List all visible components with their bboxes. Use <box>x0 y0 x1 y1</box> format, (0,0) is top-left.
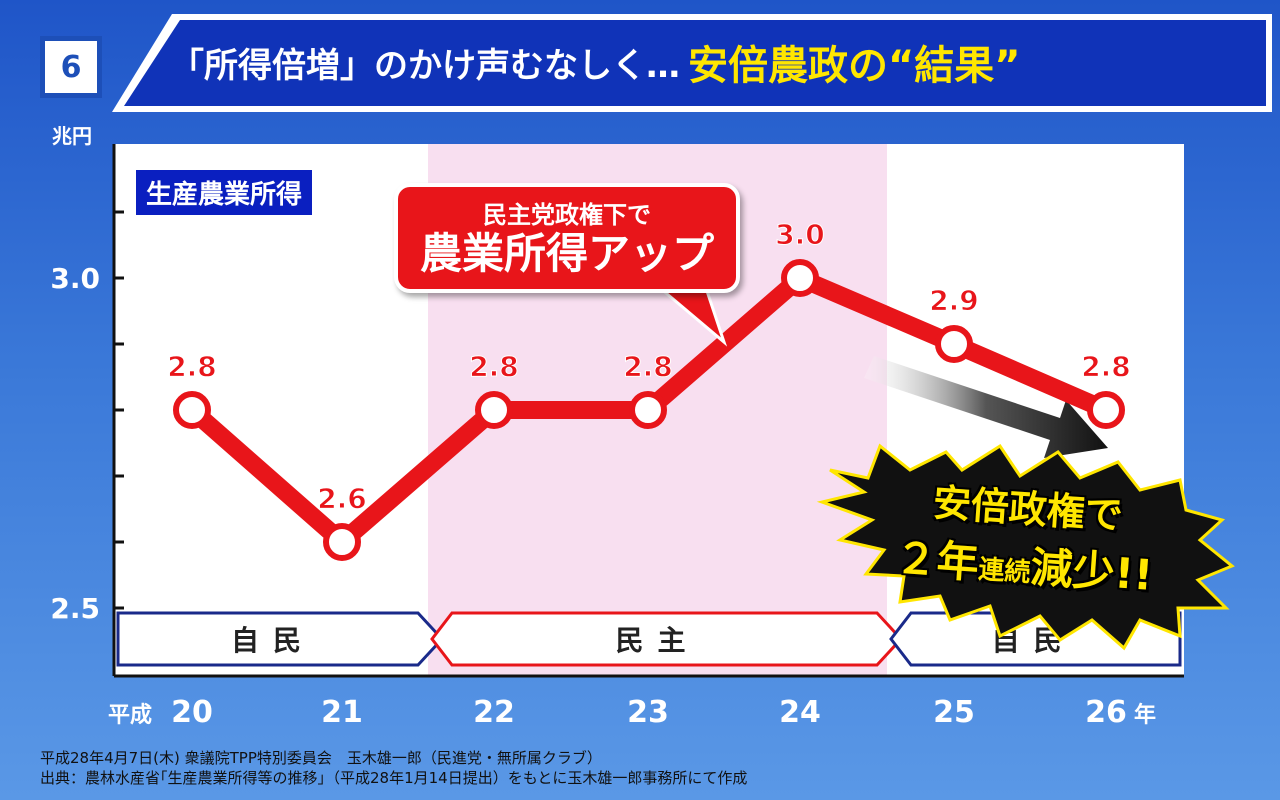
source-note: 平成28年4月7日(木) 衆議院TPP特別委員会 玉木雄一郎（民進党・無所属クラ… <box>40 748 747 788</box>
data-point <box>323 523 361 561</box>
y-tick-label: 2.5 <box>50 592 100 625</box>
data-point <box>629 391 667 429</box>
slide-number: 6 <box>40 36 102 98</box>
data-point <box>781 259 819 297</box>
data-point <box>173 391 211 429</box>
x-tick-label: 26 <box>1085 695 1127 730</box>
burst-line2a: ２年 <box>893 532 981 588</box>
callout-dpj-increase: 民主党政権下で 農業所得アップ <box>394 183 740 293</box>
title-main: 安倍農政の“結果” <box>688 43 1021 89</box>
data-label: 2.6 <box>317 482 367 515</box>
data-label: 2.8 <box>167 350 217 383</box>
data-point <box>935 325 973 363</box>
burst-line2c: 減少!! <box>1029 542 1155 600</box>
x-tick-label: 25 <box>933 695 975 730</box>
x-tick-label: 24 <box>779 695 821 730</box>
burst-shape <box>816 443 1235 651</box>
title-prefix: 「所得倍増」のかけ声むなしく… <box>170 45 680 86</box>
era-band <box>116 611 445 667</box>
y-tick-label: 3.0 <box>50 262 100 295</box>
data-label: 2.8 <box>623 350 673 383</box>
x-tick-label: 21 <box>321 695 363 730</box>
data-label: 3.0 <box>775 218 825 251</box>
callout-line2: 農業所得アップ <box>419 229 714 278</box>
callout-line1: 民主党政権下で <box>483 201 651 229</box>
burst-line2b: 連続 <box>977 554 1032 589</box>
source-line2: 出典：農林水産省｢生産農業所得等の推移｣（平成28年1月14日提出）をもとに玉木… <box>40 769 748 787</box>
x-tick-label: 22 <box>473 695 515 730</box>
downward-arrow <box>864 356 1108 458</box>
page-title: 「所得倍増」のかけ声むなしく… 安倍農政の“結果” <box>170 22 1021 102</box>
title-banner <box>112 14 1272 112</box>
x-axis-prefix: 平成 <box>108 703 152 728</box>
y-axis-unit: 兆円 <box>52 124 92 148</box>
data-label: 2.8 <box>469 350 519 383</box>
data-label: 2.8 <box>1081 350 1131 383</box>
burst-text: 安倍政権で ２年連続減少!! <box>872 468 1179 605</box>
data-label: 2.9 <box>929 284 979 317</box>
x-axis-suffix: 年 <box>1134 702 1156 728</box>
x-tick-label: 23 <box>627 695 669 730</box>
data-point <box>1087 391 1125 429</box>
x-tick-label: 20 <box>171 695 213 730</box>
series-label: 生産農業所得 <box>134 168 315 217</box>
era-label: 自民 <box>231 624 315 657</box>
data-point <box>475 391 513 429</box>
source-line1: 平成28年4月7日(木) 衆議院TPP特別委員会 玉木雄一郎（民進党・無所属クラ… <box>40 749 602 767</box>
era-label: 民主 <box>615 624 699 657</box>
